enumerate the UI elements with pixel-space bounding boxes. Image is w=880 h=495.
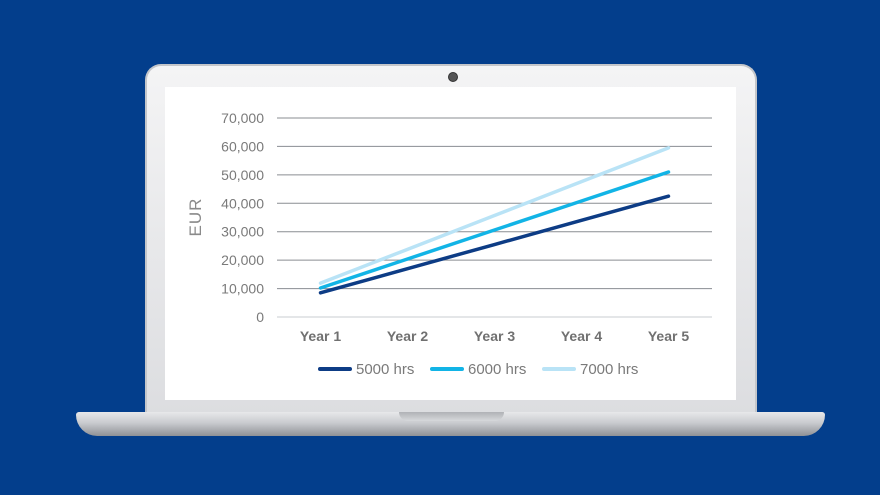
camera-icon [448,72,458,82]
y-tick-label: 0 [256,309,264,325]
y-tick-label: 60,000 [221,138,264,154]
y-tick-label: 70,000 [221,110,264,126]
y-tick-label: 20,000 [221,252,264,268]
y-tick-label: 10,000 [221,281,264,297]
laptop-notch [399,412,504,421]
legend-label: 7000 hrs [580,361,638,378]
legend: 5000 hrs 6000 hrs 7000 hrs [318,361,638,378]
x-tick-label: Year 4 [561,328,602,344]
x-tick-label: Year 1 [300,328,341,344]
series-line [318,146,671,285]
y-tick-label: 50,000 [221,167,264,183]
y-tick-labels: 0 10,000 20,000 30,000 40,000 50,000 60,000 70,… [221,110,264,325]
series-lines [318,146,671,295]
x-tick-label: Year 3 [474,328,515,344]
y-tick-label: 30,000 [221,224,264,240]
y-axis-label: EUR [186,198,205,237]
x-tick-label: Year 2 [387,328,428,344]
series-line [318,194,671,295]
x-tick-label: Year 5 [648,328,689,344]
legend-label: 5000 hrs [356,361,414,378]
x-tick-labels: Year 1 Year 2 Year 3 Year 4 Year 5 [300,328,689,344]
legend-label: 6000 hrs [468,361,526,378]
series-line [318,170,671,290]
y-tick-label: 40,000 [221,195,264,211]
